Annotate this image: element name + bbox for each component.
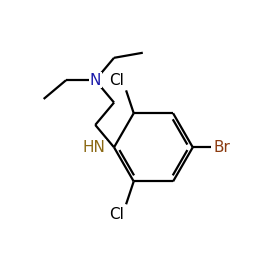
Text: N: N: [90, 73, 101, 88]
Text: HN: HN: [82, 140, 105, 155]
Text: Cl: Cl: [109, 207, 124, 222]
Text: Br: Br: [213, 140, 230, 155]
Text: Cl: Cl: [109, 73, 124, 88]
